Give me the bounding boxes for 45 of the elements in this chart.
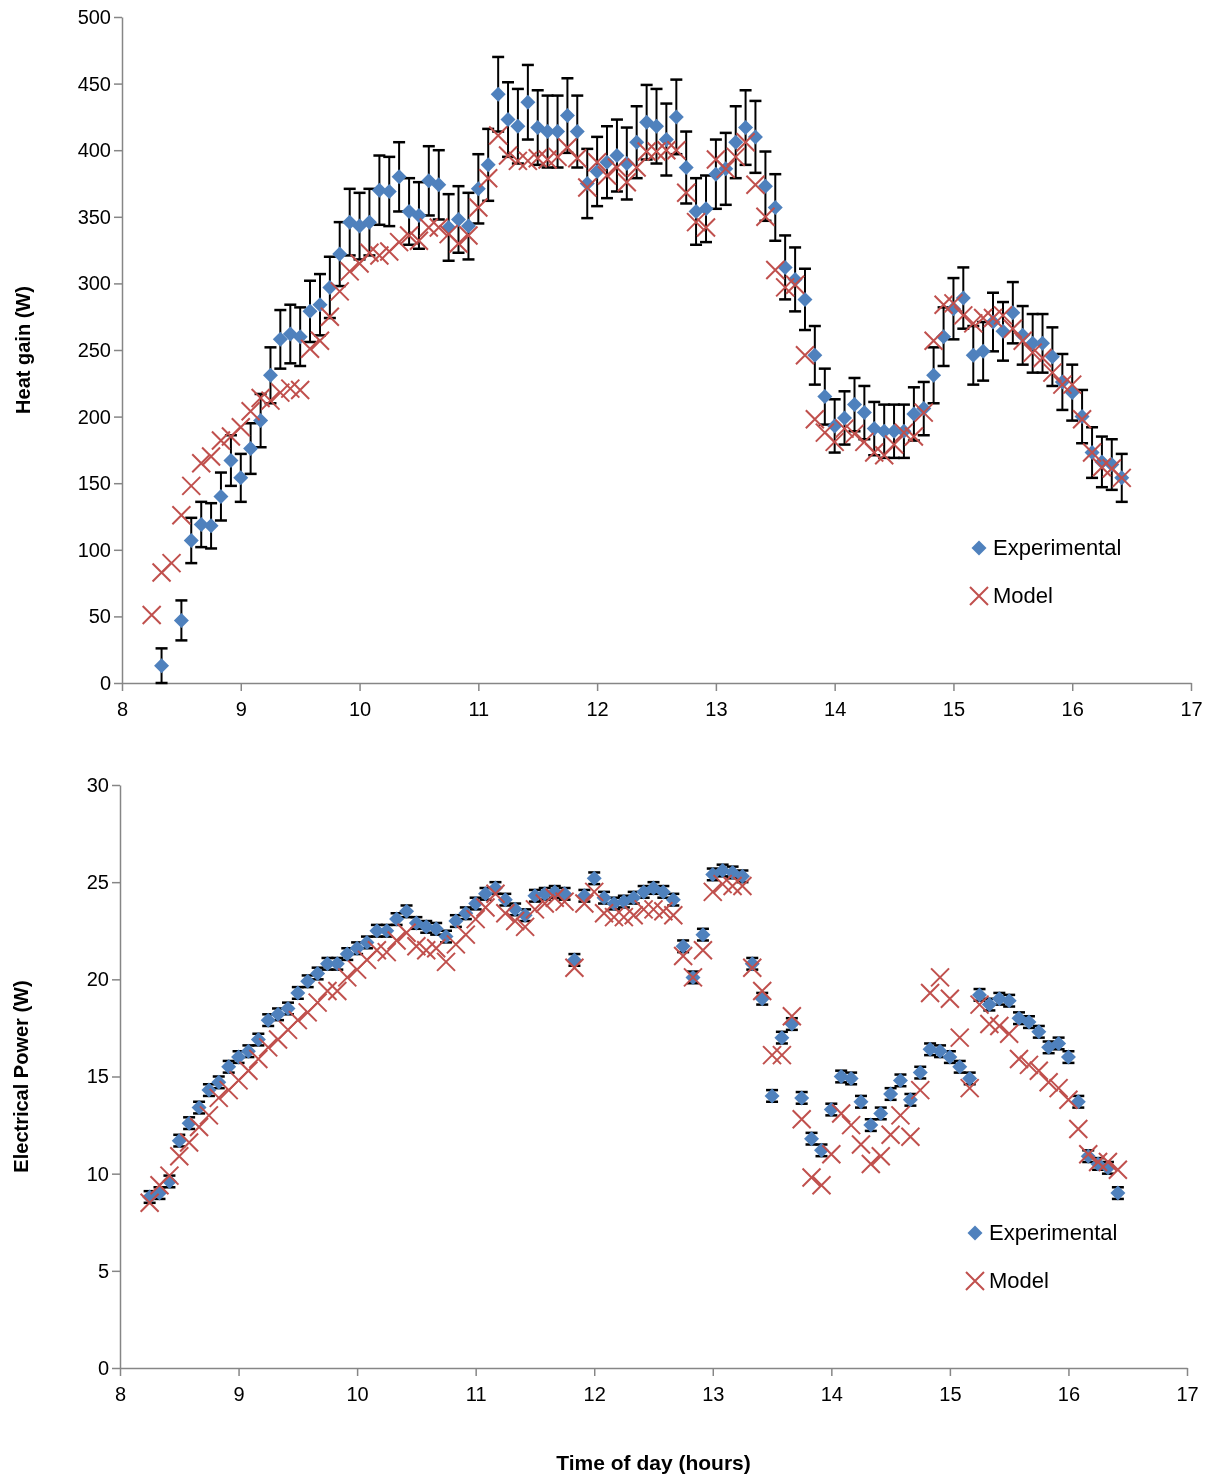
- y-tick-label: 50: [88, 605, 111, 628]
- x-tick-label: 17: [1176, 1383, 1199, 1405]
- y-tick-label: 100: [77, 538, 111, 561]
- x-tick-label: 12: [583, 1383, 606, 1405]
- x-tick-label: 14: [824, 698, 847, 720]
- legend-label: Experimental: [989, 1220, 1118, 1245]
- x-tick-label: 13: [702, 1383, 725, 1405]
- legend-label: Experimental: [993, 535, 1122, 560]
- y-tick-label: 10: [86, 1162, 109, 1185]
- x-tick-label: 14: [820, 1383, 843, 1405]
- y-tick-label: 300: [77, 272, 111, 295]
- x-tick-label: 9: [235, 698, 247, 720]
- y-tick-label: 25: [86, 871, 109, 894]
- x-tick-label: 15: [942, 698, 966, 720]
- x-tick-label: 16: [1061, 698, 1084, 720]
- legend-label: Model: [993, 583, 1053, 608]
- y-tick-label: 500: [77, 5, 111, 28]
- x-tick-label: 16: [1057, 1383, 1081, 1405]
- y-axis-title: Electrical Power (W): [10, 980, 32, 1173]
- x-tick-label: 12: [586, 698, 609, 720]
- y-tick-label: 450: [77, 72, 111, 95]
- x-tick-label: 11: [465, 1383, 487, 1405]
- x-tick-label: 9: [233, 1383, 245, 1405]
- x-tick-label: 8: [114, 1383, 127, 1405]
- y-tick-label: 0: [99, 671, 111, 694]
- x-tick-label: 11: [468, 698, 490, 720]
- y-tick-label: 15: [86, 1065, 109, 1088]
- x-axis-title: Time of day (hours): [556, 1451, 751, 1474]
- y-tick-label: 30: [86, 773, 109, 796]
- y-tick-label: 250: [77, 338, 111, 361]
- x-tick-label: 10: [346, 1383, 369, 1405]
- y-tick-label: 400: [77, 139, 111, 162]
- y-tick-label: 20: [86, 968, 109, 991]
- x-tick-label: 13: [705, 698, 728, 720]
- y-tick-label: 0: [97, 1356, 109, 1379]
- y-tick-label: 200: [77, 405, 111, 428]
- x-tick-label: 17: [1180, 698, 1203, 720]
- x-tick-label: 8: [116, 698, 129, 720]
- y-tick-label: 350: [77, 205, 111, 228]
- y-tick-label: 150: [77, 472, 111, 495]
- x-tick-label: 10: [348, 698, 372, 720]
- legend-label: Model: [989, 1268, 1049, 1293]
- x-tick-label: 15: [939, 1383, 962, 1405]
- y-axis-title: Heat gain (W): [12, 286, 34, 414]
- y-tick-label: 5: [97, 1259, 109, 1282]
